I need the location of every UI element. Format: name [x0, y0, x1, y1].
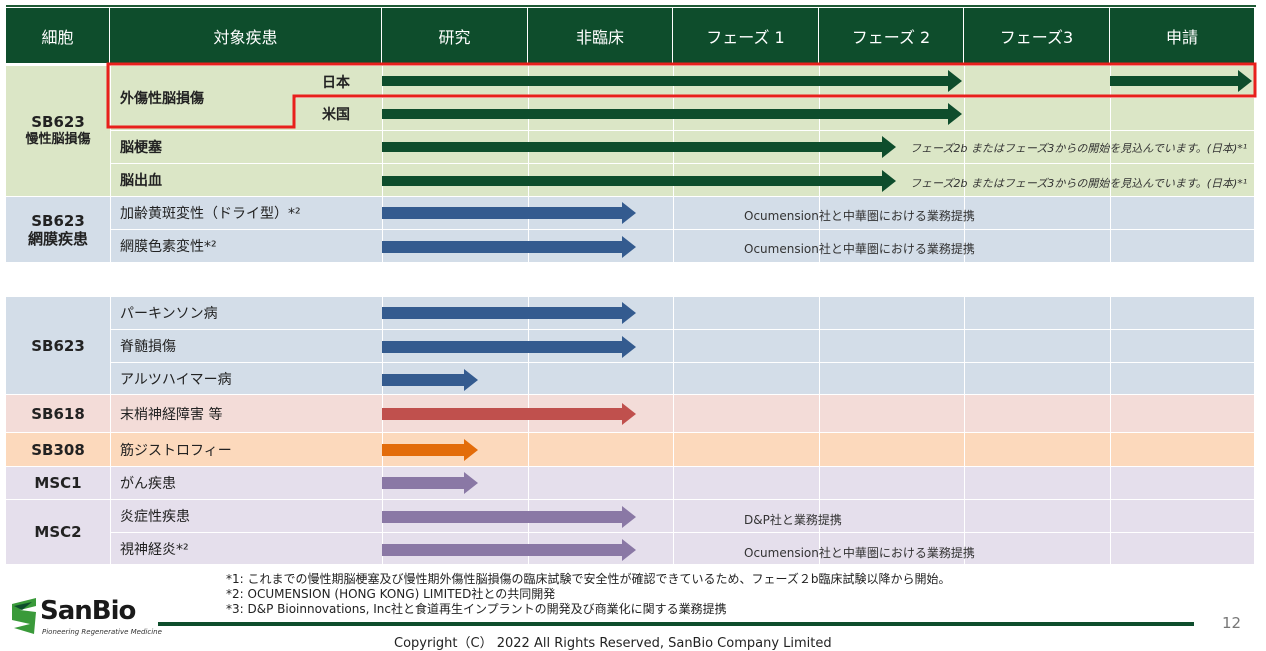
highlight-outline: [106, 62, 1257, 129]
row-label-hemorrhage: 脳出血: [120, 173, 162, 189]
logo-mark-icon: [12, 598, 36, 634]
progress-arrow-cancer: [382, 472, 478, 494]
row-bg-sb308: [6, 433, 1254, 466]
group-msc2: MSC2: [34, 523, 82, 541]
col-divider: [110, 66, 111, 564]
note-optic: Ocumension社と中華圏における業務提携: [744, 546, 975, 560]
progress-arrow-peripheral: [382, 403, 636, 425]
group-sb308: SB308: [31, 440, 85, 459]
progress-arrow-tbi-japan: [382, 70, 962, 92]
progress-arrow-inflammatory: [382, 506, 636, 528]
progress-arrow-parkinson: [382, 302, 636, 324]
top-rule: [6, 5, 1256, 7]
row-divider: [110, 362, 1254, 363]
progress-arrow-tbi-japan-filing: [1110, 70, 1252, 92]
copyright: Copyright（C） 2022 All Rights Reserved, S…: [394, 636, 832, 651]
row-label-amd: 加齢黄斑変性（ドライ型）*²: [120, 206, 301, 222]
row-label-tbi: 外傷性脳損傷: [120, 91, 204, 107]
row-label-inflammatory: 炎症性疾患: [120, 509, 190, 525]
note-rp: Ocumension社と中華圏における業務提携: [744, 242, 975, 256]
group-title: SB623: [31, 211, 85, 230]
header-phase-research: 研究: [382, 8, 528, 63]
header-phase-2: フェーズ 2: [819, 8, 964, 63]
row-bg-msc1: [6, 467, 1254, 499]
group-subtitle: 網膜疾患: [27, 229, 88, 248]
row-label-peripheral: 末梢神経障害 等: [120, 406, 223, 423]
note-hemorrhage: フェーズ2b またはフェーズ3からの開始を見込んでいます。(日本)*¹: [910, 177, 1248, 190]
row-label-rp: 網膜色素変性*²: [120, 239, 217, 255]
footnote-3: *3: D&P Bioinnovations, Inc社と食道再生インプラントの…: [226, 602, 727, 616]
group-sb623-chronic: SB623 慢性脳損傷: [6, 66, 110, 196]
progress-arrow-tbi-us: [382, 103, 962, 125]
logo-tagline: Pioneering Regenerative Medicine: [42, 628, 162, 636]
progress-arrow-hemorrhage: [382, 170, 896, 192]
progress-arrow-amd: [382, 202, 636, 224]
row-divider: [110, 532, 1254, 533]
row-label-alzheimer: アルツハイマー病: [120, 371, 232, 388]
row-divider: [110, 163, 1254, 164]
col-divider: [1110, 66, 1111, 564]
sanbio-logo: SanBio Pioneering Regenerative Medicine: [10, 596, 162, 640]
header-phase-nonclinical: 非臨床: [528, 8, 673, 63]
progress-arrow-muscular: [382, 439, 478, 461]
col-divider: [964, 66, 965, 564]
group-subtitle: 慢性脳損傷: [25, 132, 91, 147]
group-sb618: SB618: [31, 404, 85, 423]
col-divider: [673, 66, 674, 564]
row-divider: [110, 130, 1254, 131]
progress-arrow-stroke: [382, 136, 896, 158]
row-divider: [110, 329, 1254, 330]
row-label-optic: 視神経炎*²: [120, 541, 189, 558]
progress-arrow-alzheimer: [382, 369, 478, 391]
footnote-2: *2: OCUMENSION (HONG KONG) LIMITED社との共同開…: [226, 587, 556, 601]
row-label-muscular: 筋ジストロフィー: [120, 442, 232, 459]
progress-arrow-rp: [382, 236, 636, 258]
spacer: [6, 263, 1256, 297]
row-label-tbi-japan: 日本: [322, 74, 350, 91]
row-label-stroke: 脳梗塞: [120, 140, 162, 156]
group-title: SB623: [31, 113, 85, 131]
header-phase-1: フェーズ 1: [673, 8, 819, 63]
page-number: 12: [1222, 614, 1242, 632]
col-divider: [819, 66, 820, 564]
row-label-cancer: がん疾患: [120, 476, 176, 492]
header-phase-filing: 申請: [1110, 8, 1254, 63]
header-cell: 細胞: [6, 8, 110, 63]
group-msc1: MSC1: [34, 474, 82, 492]
row-bg-chronic: [6, 66, 1254, 196]
group-sb623-retina: SB623 網膜疾患: [6, 197, 110, 262]
note-stroke: フェーズ2b またはフェーズ3からの開始を見込んでいます。(日本)*¹: [910, 142, 1248, 155]
footnote-1: *1: これまでの慢性期脳梗塞及び慢性期外傷性脳損傷の臨床試験で安全性が確認でき…: [226, 572, 951, 586]
logo-name: SanBio: [40, 596, 136, 626]
row-divider: [110, 229, 1254, 230]
note-inflammatory: D&P社と業務提携: [744, 513, 842, 527]
header-phase-3: フェーズ3: [964, 8, 1110, 63]
progress-arrow-optic: [382, 539, 636, 561]
progress-arrow-sci: [382, 336, 636, 358]
header-disease: 対象疾患: [110, 8, 382, 63]
note-amd: Ocumension社と中華圏における業務提携: [744, 209, 975, 223]
row-label-tbi-us: 米国: [322, 107, 350, 123]
row-label-parkinson: パーキンソン病: [120, 306, 218, 322]
row-label-sci: 脊髄損傷: [120, 339, 176, 355]
bottom-rule: [158, 622, 1194, 626]
group-sb623: SB623: [31, 336, 85, 355]
